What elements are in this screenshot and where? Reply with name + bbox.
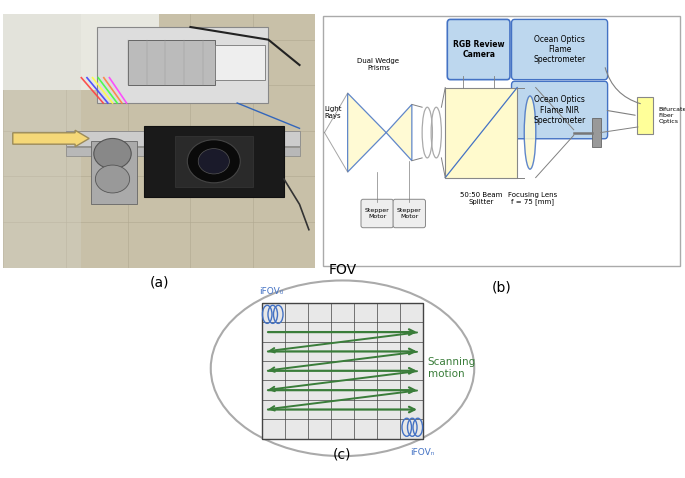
FancyBboxPatch shape bbox=[636, 98, 653, 134]
Bar bbox=[128, 40, 215, 85]
FancyBboxPatch shape bbox=[447, 20, 510, 80]
Bar bbox=[3, 14, 82, 268]
Text: iFOVₙ: iFOVₙ bbox=[410, 448, 434, 457]
FancyBboxPatch shape bbox=[512, 20, 608, 80]
Bar bbox=[97, 27, 269, 103]
Circle shape bbox=[95, 165, 129, 193]
Text: Stepper
Motor: Stepper Motor bbox=[365, 208, 390, 219]
Polygon shape bbox=[386, 104, 412, 161]
Text: Scanning
motion: Scanning motion bbox=[428, 358, 476, 379]
Bar bbox=[66, 131, 299, 146]
Polygon shape bbox=[347, 93, 386, 172]
FancyBboxPatch shape bbox=[393, 199, 425, 228]
Text: (b): (b) bbox=[492, 280, 512, 294]
Bar bbox=[175, 136, 253, 186]
Text: iFOV₀: iFOV₀ bbox=[259, 286, 284, 295]
Text: Focusing Lens
f = 75 [mm]: Focusing Lens f = 75 [mm] bbox=[508, 192, 557, 206]
Ellipse shape bbox=[211, 281, 474, 456]
FancyArrow shape bbox=[13, 130, 89, 147]
Circle shape bbox=[94, 139, 132, 169]
Bar bbox=[144, 126, 284, 197]
Bar bbox=[592, 119, 601, 147]
Text: Light
Rays: Light Rays bbox=[325, 107, 342, 120]
Text: 50:50 Beam
Splitter: 50:50 Beam Splitter bbox=[460, 192, 502, 205]
Bar bbox=[262, 303, 423, 439]
Text: Ocean Optics
Flame NIR
Spectrometer: Ocean Optics Flame NIR Spectrometer bbox=[534, 95, 586, 125]
Bar bbox=[445, 87, 517, 178]
Text: Bifurcated
Fiber
Optics: Bifurcated Fiber Optics bbox=[658, 108, 685, 124]
Bar bbox=[3, 14, 160, 90]
FancyBboxPatch shape bbox=[361, 199, 393, 228]
Text: Ocean Optics
Flame
Spectrometer: Ocean Optics Flame Spectrometer bbox=[534, 34, 586, 65]
Text: Stepper
Motor: Stepper Motor bbox=[397, 208, 422, 219]
Bar bbox=[90, 141, 138, 205]
Text: (a): (a) bbox=[149, 275, 169, 289]
Bar bbox=[66, 147, 299, 156]
Text: RGB Review
Camera: RGB Review Camera bbox=[453, 40, 504, 59]
Circle shape bbox=[198, 149, 229, 174]
FancyBboxPatch shape bbox=[512, 81, 608, 139]
Ellipse shape bbox=[524, 96, 536, 169]
Text: Dual Wedge
Prisms: Dual Wedge Prisms bbox=[358, 58, 399, 71]
Text: FOV: FOV bbox=[328, 263, 357, 277]
Circle shape bbox=[187, 140, 240, 183]
FancyBboxPatch shape bbox=[323, 16, 680, 266]
Bar bbox=[215, 45, 265, 80]
Text: (c): (c) bbox=[333, 447, 352, 461]
